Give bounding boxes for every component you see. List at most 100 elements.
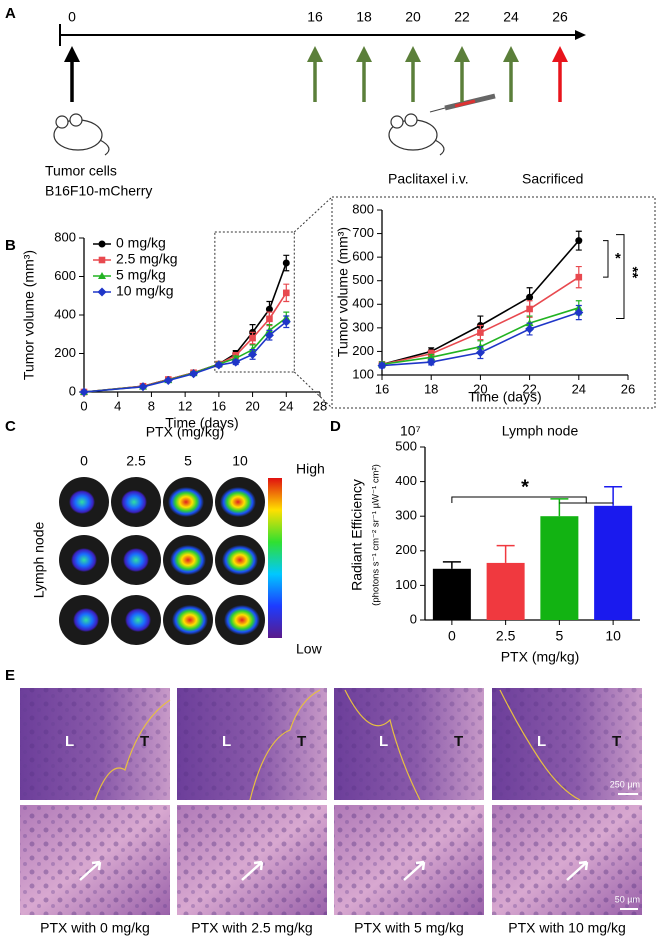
histology-texture: [20, 688, 170, 800]
inset-frame: [331, 196, 656, 409]
legend-label: 0 mg/kg: [116, 235, 166, 251]
fluorescence-signal: [220, 487, 256, 517]
color-scale: [268, 478, 282, 638]
region-label: L: [537, 733, 546, 750]
fluorescence-signal: [125, 608, 151, 632]
significance-bracket: [616, 234, 625, 320]
y-axis-label: Tumor volume (mm³): [21, 250, 37, 380]
point: [138, 382, 148, 392]
histology-texture: [492, 805, 642, 915]
fluorescence-signal: [170, 545, 206, 575]
x-tick-label: 20: [245, 398, 259, 413]
point: [281, 317, 291, 327]
point: [282, 289, 290, 297]
x-tick-label: 20: [473, 381, 487, 396]
point: [575, 237, 583, 245]
day-arrowhead: [356, 46, 372, 62]
zoom-box: [214, 231, 295, 373]
fluorescence-signal: [121, 490, 147, 514]
y-tick-label: 800: [352, 201, 374, 216]
point: [475, 348, 485, 358]
fluorescence-signal: [71, 548, 97, 572]
bar: [594, 505, 633, 620]
day-label: 20: [405, 9, 421, 25]
point: [266, 315, 273, 323]
scale-bar-label: 250 µm: [610, 779, 640, 789]
column-label: 0: [80, 453, 88, 469]
bar: [540, 516, 579, 620]
y-tick-label: 600: [352, 249, 374, 264]
y-tick-label: 500: [352, 272, 374, 287]
point: [231, 357, 241, 367]
significance-bracket: [603, 240, 609, 278]
x-tick-label: 4: [114, 398, 121, 413]
point: [163, 375, 173, 385]
point: [98, 256, 106, 264]
point: [426, 357, 436, 367]
fluorescence-signal: [73, 608, 99, 632]
histology-texture: [20, 805, 170, 915]
day-label: 26: [552, 9, 568, 25]
significance-mark: *: [521, 476, 529, 498]
y-tick-label: 400: [395, 473, 417, 488]
white-arrow: [403, 860, 426, 881]
y-tick-label: 800: [54, 229, 76, 244]
white-arrow: [566, 860, 589, 881]
white-arrow: [79, 860, 102, 881]
region-label: L: [379, 733, 388, 750]
timeline-arrowhead: [575, 30, 586, 40]
point: [265, 305, 273, 313]
point: [97, 287, 107, 297]
y-tick-label: 700: [352, 225, 374, 240]
day-arrowhead: [552, 46, 568, 62]
day-label: 0: [68, 9, 76, 25]
y-tick-label: 300: [395, 508, 417, 523]
x-axis-label: Time (days): [165, 415, 238, 431]
panel-label: B: [5, 237, 16, 254]
fluorescence-signal: [168, 487, 204, 517]
point: [214, 360, 224, 370]
day-label: 24: [503, 9, 519, 25]
day-label: 18: [356, 9, 372, 25]
series-line: [83, 292, 287, 393]
point: [264, 330, 274, 340]
legend-label: 5 mg/kg: [116, 267, 166, 283]
x-tick-label: 16: [375, 381, 389, 396]
chart-title: Lymph node: [502, 423, 579, 439]
region-label: L: [222, 733, 231, 750]
scale-low: Low: [296, 641, 323, 657]
histology-caption: PTX with 0 mg/kg: [40, 920, 150, 936]
zoom-lines: [293, 196, 333, 409]
legend-label: 2.5 mg/kg: [116, 251, 177, 267]
x-tick-label: 18: [424, 381, 438, 396]
tumor-boundary: [499, 689, 581, 801]
x-tick-label: 10: [605, 628, 621, 644]
histology-texture: [492, 688, 642, 800]
tumor-boundary: [344, 689, 421, 801]
region-label: T: [612, 733, 621, 750]
point: [248, 349, 258, 359]
point: [377, 361, 387, 371]
x-axis-label: PTX (mg/kg): [501, 649, 580, 665]
y-axis-label: Tumor volume (mm³): [335, 227, 351, 357]
column-label: 2.5: [126, 453, 146, 469]
point: [98, 272, 106, 279]
point: [98, 240, 106, 248]
fluorescence-signal: [224, 605, 260, 635]
y-tick-label: 300: [352, 319, 374, 334]
panel-label: C: [5, 418, 16, 435]
x-tick-label: 0: [80, 398, 87, 413]
x-tick-label: 28: [313, 398, 327, 413]
tumor-boundary: [94, 699, 171, 801]
x-tick-label: 8: [148, 398, 155, 413]
point: [189, 369, 199, 379]
point: [525, 324, 535, 334]
y-tick-label: 400: [54, 306, 76, 321]
histology-caption: PTX with 5 mg/kg: [354, 920, 464, 936]
timeline-note: B16F10-mCherry: [45, 183, 152, 199]
day-label: 22: [454, 9, 470, 25]
timeline-note: Paclitaxel i.v.: [388, 171, 469, 187]
point: [477, 329, 484, 336]
column-label: 10: [232, 453, 248, 469]
